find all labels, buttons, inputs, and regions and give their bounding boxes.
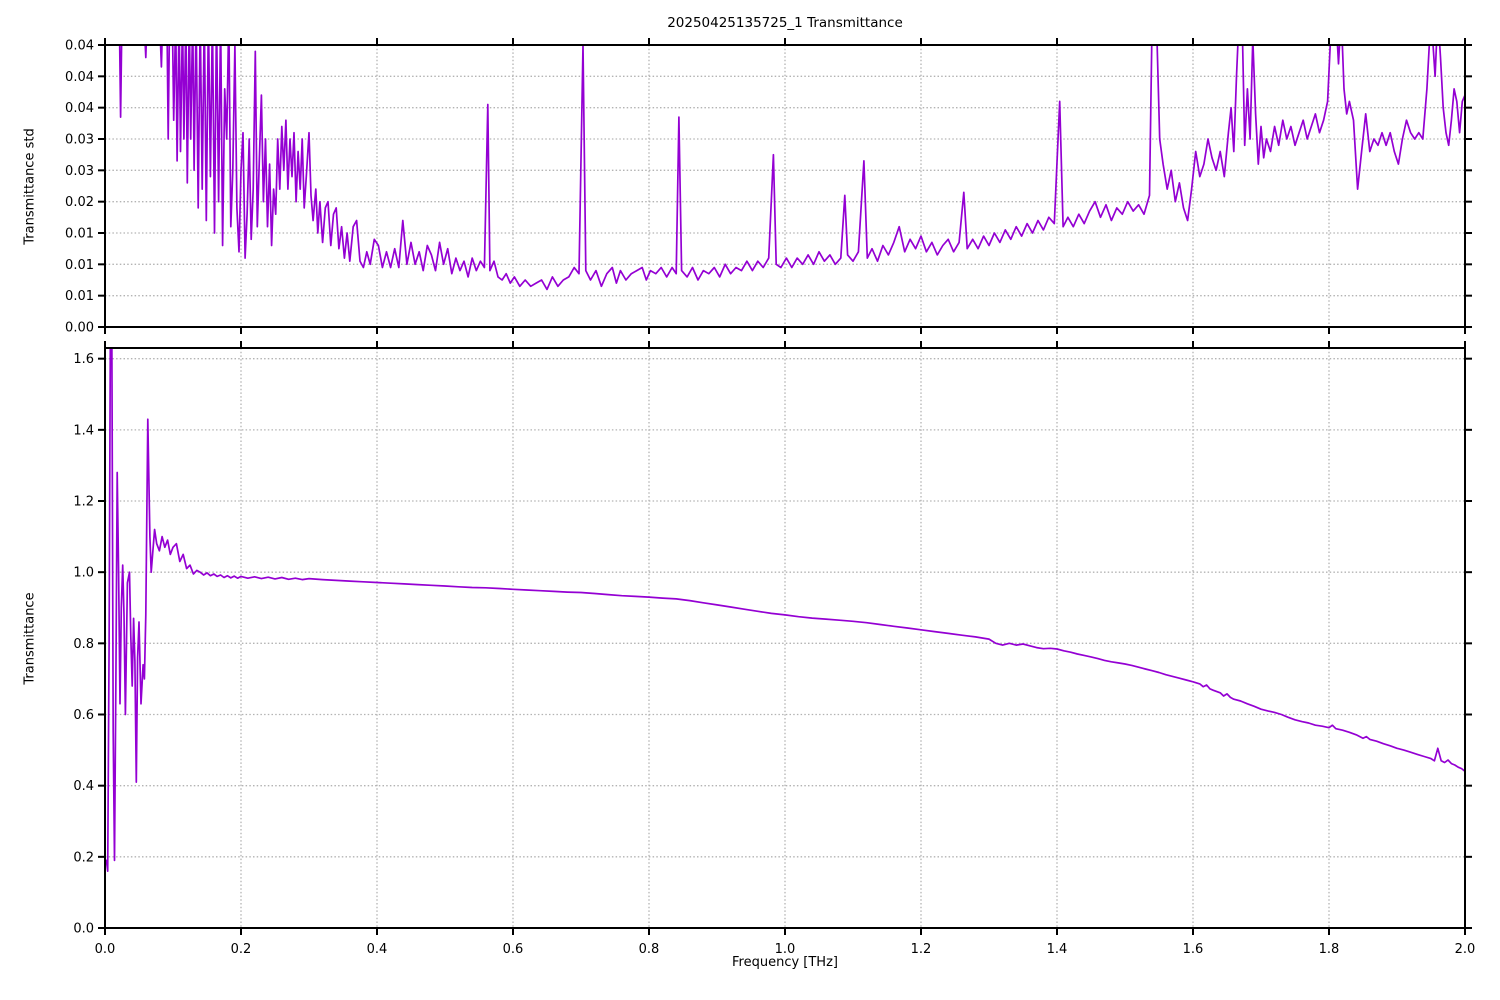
- y-axis-label-std: Transmittance std: [22, 128, 38, 245]
- svg-text:0.2: 0.2: [231, 942, 252, 957]
- svg-text:0.4: 0.4: [367, 942, 388, 957]
- svg-text:0.04: 0.04: [65, 39, 94, 54]
- svg-text:1.0: 1.0: [775, 942, 796, 957]
- svg-text:0.04: 0.04: [65, 101, 94, 116]
- transmittance-curve: [105, 348, 1465, 872]
- svg-text:0.8: 0.8: [73, 637, 94, 652]
- svg-text:0.6: 0.6: [503, 942, 524, 957]
- y-tick-labels: 0.00 0.01 0.01 0.01 0.02 0.03 0.03 0.04 0.04 0.04: [65, 39, 94, 336]
- svg-text:0.01: 0.01: [65, 289, 94, 304]
- svg-text:0.0: 0.0: [73, 922, 94, 937]
- x-tick-labels: 0.0 0.2 0.4 0.6 0.8 1.0 1.2 1.4 1.6 1.8 2.0: [95, 942, 1476, 957]
- svg-text:0.02: 0.02: [65, 195, 94, 210]
- svg-text:0.8: 0.8: [639, 942, 660, 957]
- svg-text:1.6: 1.6: [1183, 942, 1204, 957]
- svg-text:2.0: 2.0: [1455, 942, 1476, 957]
- transmittance-std-subplot: 0.00 0.01 0.01 0.01 0.02 0.03 0.03 0.04 0.04 0.04: [65, 38, 1472, 336]
- svg-text:1.8: 1.8: [1319, 942, 1340, 957]
- y-tick-labels: 0.0 0.2 0.4 0.6 0.8 1.0 1.2 1.4 1.6: [73, 352, 94, 936]
- transmittance_std-curve: [118, 45, 1465, 291]
- svg-text:1.2: 1.2: [911, 942, 932, 957]
- svg-text:0.4: 0.4: [73, 779, 94, 794]
- svg-text:1.0: 1.0: [73, 566, 94, 581]
- svg-text:0.04: 0.04: [65, 70, 94, 85]
- x-axis-label: Frequency [THz]: [732, 955, 838, 970]
- grid-lines: [104, 44, 1466, 328]
- svg-text:0.01: 0.01: [65, 258, 94, 273]
- svg-text:1.4: 1.4: [73, 423, 94, 438]
- transmittance-subplot: 0.00.20.40.60.81.01.21.41.60.0 0.2 0.4 0.6 0…: [73, 341, 1476, 957]
- tick-marks: [98, 341, 1472, 935]
- chart-title: 20250425135725_1 Transmittance: [667, 15, 903, 31]
- svg-text:1.2: 1.2: [73, 495, 94, 510]
- svg-text:0.2: 0.2: [73, 850, 94, 865]
- y-axis-label-transmittance: Transmittance: [22, 592, 38, 685]
- svg-text:1.4: 1.4: [1047, 942, 1068, 957]
- svg-text:0.01: 0.01: [65, 227, 94, 242]
- svg-text:0.03: 0.03: [65, 133, 94, 148]
- svg-text:0.0: 0.0: [95, 942, 116, 957]
- svg-text:1.6: 1.6: [73, 352, 94, 367]
- svg-text:0.03: 0.03: [65, 164, 94, 179]
- svg-text:0.6: 0.6: [73, 708, 94, 723]
- svg-text:0.00: 0.00: [65, 321, 94, 336]
- grid-lines: [104, 348, 1466, 929]
- tick-marks: [98, 38, 1472, 334]
